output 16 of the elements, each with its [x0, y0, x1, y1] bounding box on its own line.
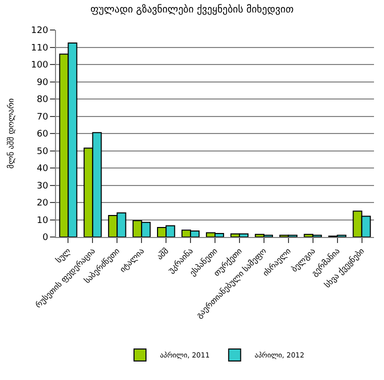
x-tick-label: აშშ [155, 246, 170, 262]
y-tick-label: 10 [36, 216, 48, 226]
y-tick-label: 80 [36, 95, 48, 106]
y-axis-title: მლნ აშშ დოლარი [6, 98, 16, 169]
y-tick-label: 50 [36, 146, 48, 157]
y-tick-label: 100 [31, 60, 48, 71]
y-tick-label: 30 [36, 181, 48, 192]
y-tick-label: 40 [36, 164, 48, 174]
y-tick-label: 0 [42, 233, 48, 244]
y-tick-label: 60 [36, 130, 48, 140]
y-tick-label: 20 [36, 198, 48, 209]
y-tick-label: 120 [31, 26, 48, 36]
y-tick-label: 70 [36, 112, 48, 122]
chart-title: ფულადი გზავნილები ქვეყნების მიხედვით [90, 4, 294, 16]
y-tick-label: 90 [36, 78, 48, 88]
y-tick-label: 110 [31, 43, 48, 54]
